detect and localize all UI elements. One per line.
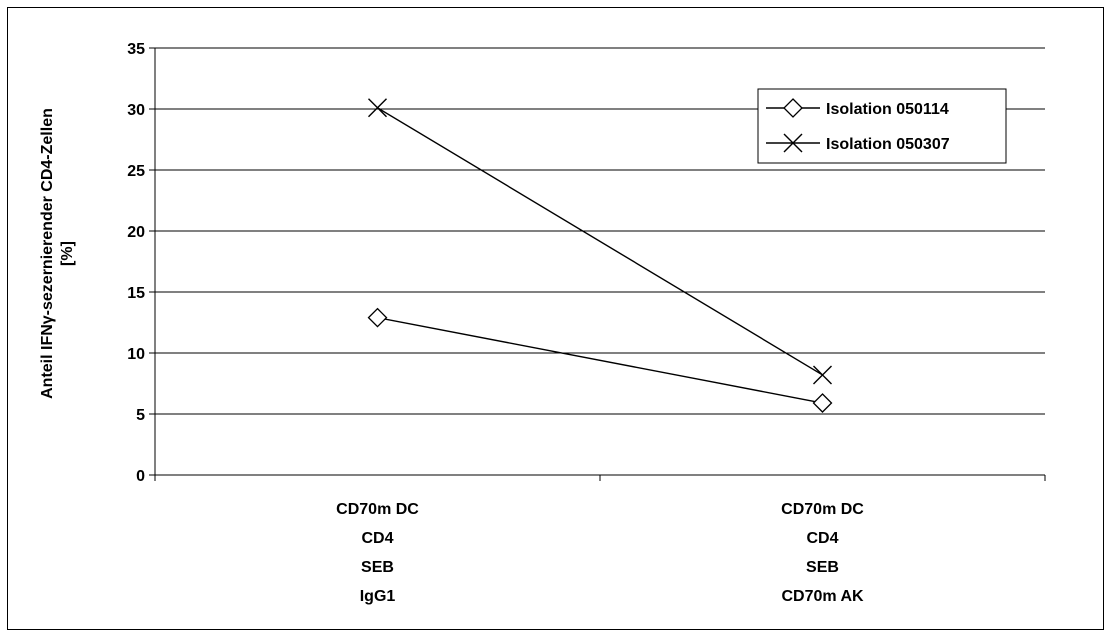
x-tick-label: IgG1 xyxy=(360,588,396,605)
y-tick-label-35: 35 xyxy=(127,41,145,58)
legend: Isolation 050114 Isolation 050307 xyxy=(757,88,1007,164)
x-tick-label: CD70m DC xyxy=(336,501,419,518)
x-tick-label: SEB xyxy=(361,559,394,576)
x-tick-label: CD70m DC xyxy=(781,501,864,518)
legend-label-1: Isolation 050114 xyxy=(826,101,949,118)
x-tick-label: CD70m AK xyxy=(781,588,864,605)
y-axis-label-line-2: [%] xyxy=(59,241,76,266)
legend-marker-1 xyxy=(783,98,803,118)
data-point-series-2-1 xyxy=(368,98,387,118)
data-point-series-2-2 xyxy=(813,365,832,385)
y-axis-ticks: 0 5 10 15 20 25 30 35 xyxy=(127,41,155,485)
y-tick-label-0: 0 xyxy=(136,468,145,485)
data-point-series-1-2 xyxy=(812,393,833,413)
data-point-series-1-1 xyxy=(367,307,388,328)
x-marker-stroke xyxy=(813,365,832,385)
series-lines xyxy=(367,98,833,413)
x-marker-stroke xyxy=(783,133,803,153)
x-tick-label: CD4 xyxy=(806,530,838,547)
legend-marker-2 xyxy=(783,133,803,153)
y-tick-label-15: 15 xyxy=(127,285,145,302)
y-tick-label-25: 25 xyxy=(127,163,145,180)
x-axis-ticks: CD70m DC CD4 SEB IgG1 CD70m DC CD4 SEB CD70m AK xyxy=(154,475,1046,605)
x-tick-label: SEB xyxy=(806,559,839,576)
y-axis-label-line-1: Anteil IFNγ-sezernierender CD4-Zellen xyxy=(39,108,56,399)
y-tick-label-5: 5 xyxy=(136,407,145,424)
y-tick-label-20: 20 xyxy=(127,224,145,241)
y-tick-label-10: 10 xyxy=(127,346,145,363)
x-tick-label: CD4 xyxy=(361,530,393,547)
series-line-1 xyxy=(377,316,823,404)
y-axis-label: Anteil IFNγ-sezernierender CD4-Zellen [%] xyxy=(39,108,76,399)
x-marker-stroke xyxy=(368,98,387,118)
legend-box xyxy=(757,88,1007,164)
series-line-2 xyxy=(377,107,823,376)
legend-label-2: Isolation 050307 xyxy=(826,136,950,153)
y-tick-label-30: 30 xyxy=(127,102,145,119)
